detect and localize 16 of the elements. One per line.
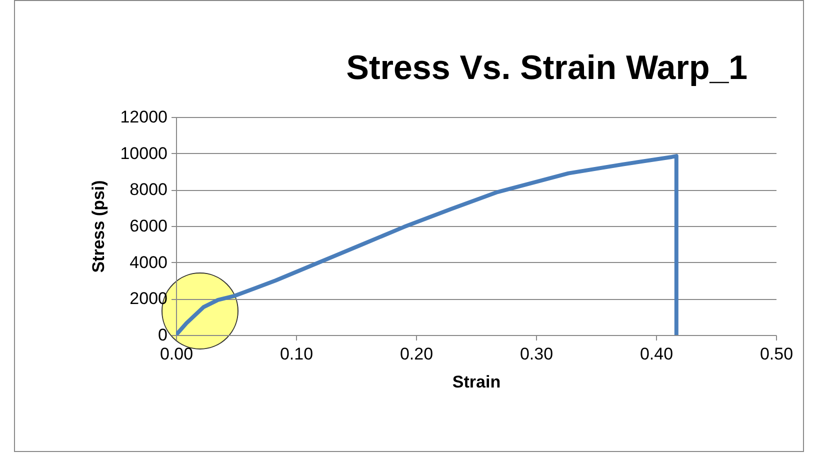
x-tick-label: 0.40 — [640, 344, 674, 364]
y-axis-title: Stress (psi) — [89, 180, 108, 273]
x-axis-title: Strain — [452, 372, 501, 392]
x-tick-label: 0.10 — [280, 344, 314, 364]
x-tick-label: 0.20 — [400, 344, 434, 364]
y-tick-label: 8000 — [130, 180, 168, 200]
x-tick-label: 0.50 — [760, 344, 794, 364]
x-tick-label: 0.30 — [520, 344, 554, 364]
line-series — [176, 154, 678, 335]
y-tick-label: 10000 — [120, 144, 168, 163]
y-tick-label: 0 — [158, 326, 168, 344]
y-tick-label: 6000 — [130, 216, 168, 236]
y-tick-label: 12000 — [120, 108, 168, 126]
x-tick-label: 0.00 — [160, 344, 194, 364]
chart-title: Stress Vs. Strain Warp_1 — [346, 49, 748, 87]
y-tick-label: 4000 — [130, 252, 168, 272]
